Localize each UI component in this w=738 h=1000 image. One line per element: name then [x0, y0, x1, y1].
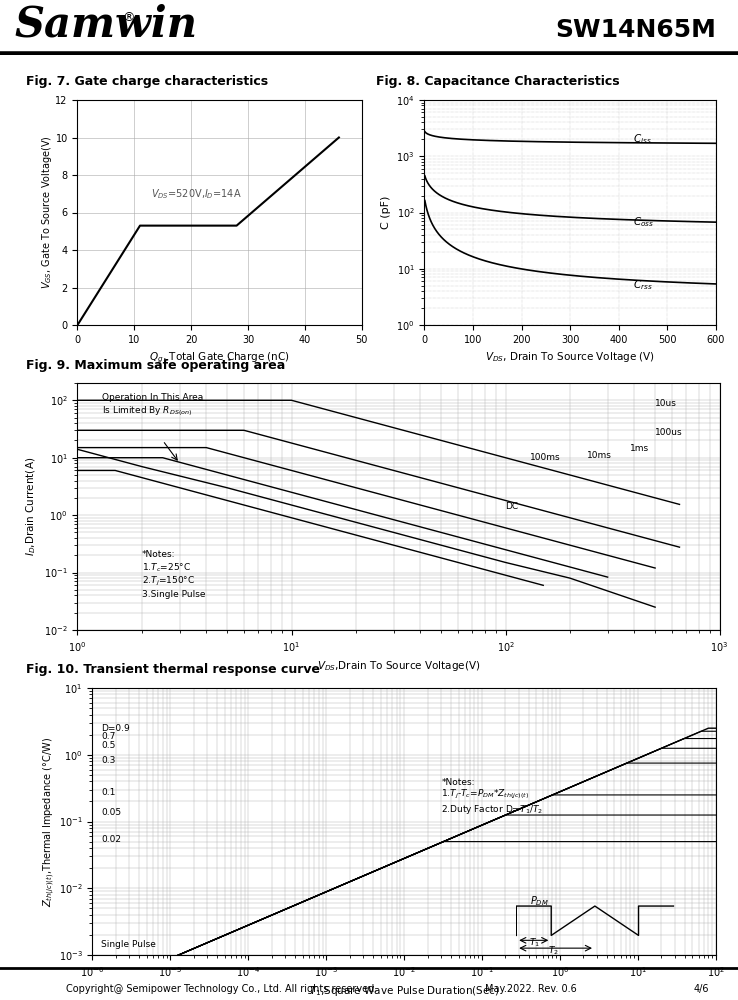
- Text: $C_{rss}$: $C_{rss}$: [633, 278, 653, 292]
- Y-axis label: $I_D$,Drain Current(A): $I_D$,Drain Current(A): [25, 457, 38, 556]
- Text: 0.1: 0.1: [101, 788, 116, 797]
- Text: Fig. 8. Capacitance Characteristics: Fig. 8. Capacitance Characteristics: [376, 75, 620, 88]
- Text: Samwin: Samwin: [15, 4, 198, 46]
- Text: D=0.9: D=0.9: [101, 724, 130, 733]
- X-axis label: $V_{DS}$, Drain To Source Voltage (V): $V_{DS}$, Drain To Source Voltage (V): [485, 350, 655, 364]
- Y-axis label: C (pF): C (pF): [381, 196, 390, 229]
- Text: Single Pulse: Single Pulse: [101, 940, 156, 949]
- Text: $T_2$: $T_2$: [548, 944, 559, 957]
- Text: $T_1$: $T_1$: [528, 936, 539, 949]
- Text: 0.5: 0.5: [101, 741, 116, 750]
- Text: 0.05: 0.05: [101, 808, 121, 817]
- Y-axis label: $V_{GS}$, Gate To Source Voltage(V): $V_{GS}$, Gate To Source Voltage(V): [40, 136, 54, 289]
- Text: $P_{DM}$: $P_{DM}$: [531, 894, 549, 908]
- Text: 0.3: 0.3: [101, 756, 116, 765]
- Text: 10us: 10us: [655, 399, 677, 408]
- Text: Fig. 9. Maximum safe operating area: Fig. 9. Maximum safe operating area: [26, 359, 285, 371]
- Text: May.2022. Rev. 0.6: May.2022. Rev. 0.6: [486, 984, 577, 994]
- Text: 100us: 100us: [655, 428, 683, 437]
- Text: 10ms: 10ms: [587, 451, 612, 460]
- Text: Fig. 7. Gate charge characteristics: Fig. 7. Gate charge characteristics: [26, 75, 268, 88]
- Text: *Notes:
1.$T_c$=25°C
2.$T_j$=150°C
3.Single Pulse: *Notes: 1.$T_c$=25°C 2.$T_j$=150°C 3.Sin…: [142, 550, 205, 599]
- X-axis label: $V_{DS}$,Drain To Source Voltage(V): $V_{DS}$,Drain To Source Voltage(V): [317, 659, 480, 673]
- Text: Copyright@ Semipower Technology Co., Ltd. All rights reserved.: Copyright@ Semipower Technology Co., Ltd…: [66, 984, 377, 994]
- Text: Operation In This Area
Is Limited By $R_{DS(on)}$: Operation In This Area Is Limited By $R_…: [102, 393, 203, 418]
- Text: SW14N65M: SW14N65M: [555, 18, 716, 42]
- Text: 4/6: 4/6: [693, 984, 709, 994]
- Y-axis label: $Z_{th(jc)(t)}$,Thermal Impedance (°C/W): $Z_{th(jc)(t)}$,Thermal Impedance (°C/W): [42, 736, 57, 907]
- Text: Fig. 10. Transient thermal response curve: Fig. 10. Transient thermal response curv…: [26, 662, 320, 676]
- X-axis label: $T_1$,Square Wave Pulse Duration(Sec): $T_1$,Square Wave Pulse Duration(Sec): [308, 984, 500, 998]
- Text: $C_{iss}$: $C_{iss}$: [633, 132, 652, 146]
- Text: *Notes:
1.$T_j$-$T_c$=$P_{DM}$*$Z_{th(jc)(t)}$
2.Duty Factor D=$T_1$/$T_2$: *Notes: 1.$T_j$-$T_c$=$P_{DM}$*$Z_{th(jc…: [441, 778, 543, 816]
- X-axis label: $Q_g$, Total Gate Charge (nC): $Q_g$, Total Gate Charge (nC): [149, 350, 290, 365]
- Text: 1ms: 1ms: [630, 444, 649, 453]
- Text: 0.7: 0.7: [101, 732, 116, 741]
- Text: $C_{oss}$: $C_{oss}$: [633, 215, 655, 229]
- Text: $V_{DS}$=520V,$I_D$=14A: $V_{DS}$=520V,$I_D$=14A: [151, 188, 242, 201]
- Text: 100ms: 100ms: [530, 453, 561, 462]
- Text: ®: ®: [122, 11, 134, 24]
- Text: 0.02: 0.02: [101, 835, 121, 844]
- Text: DC: DC: [506, 502, 519, 511]
